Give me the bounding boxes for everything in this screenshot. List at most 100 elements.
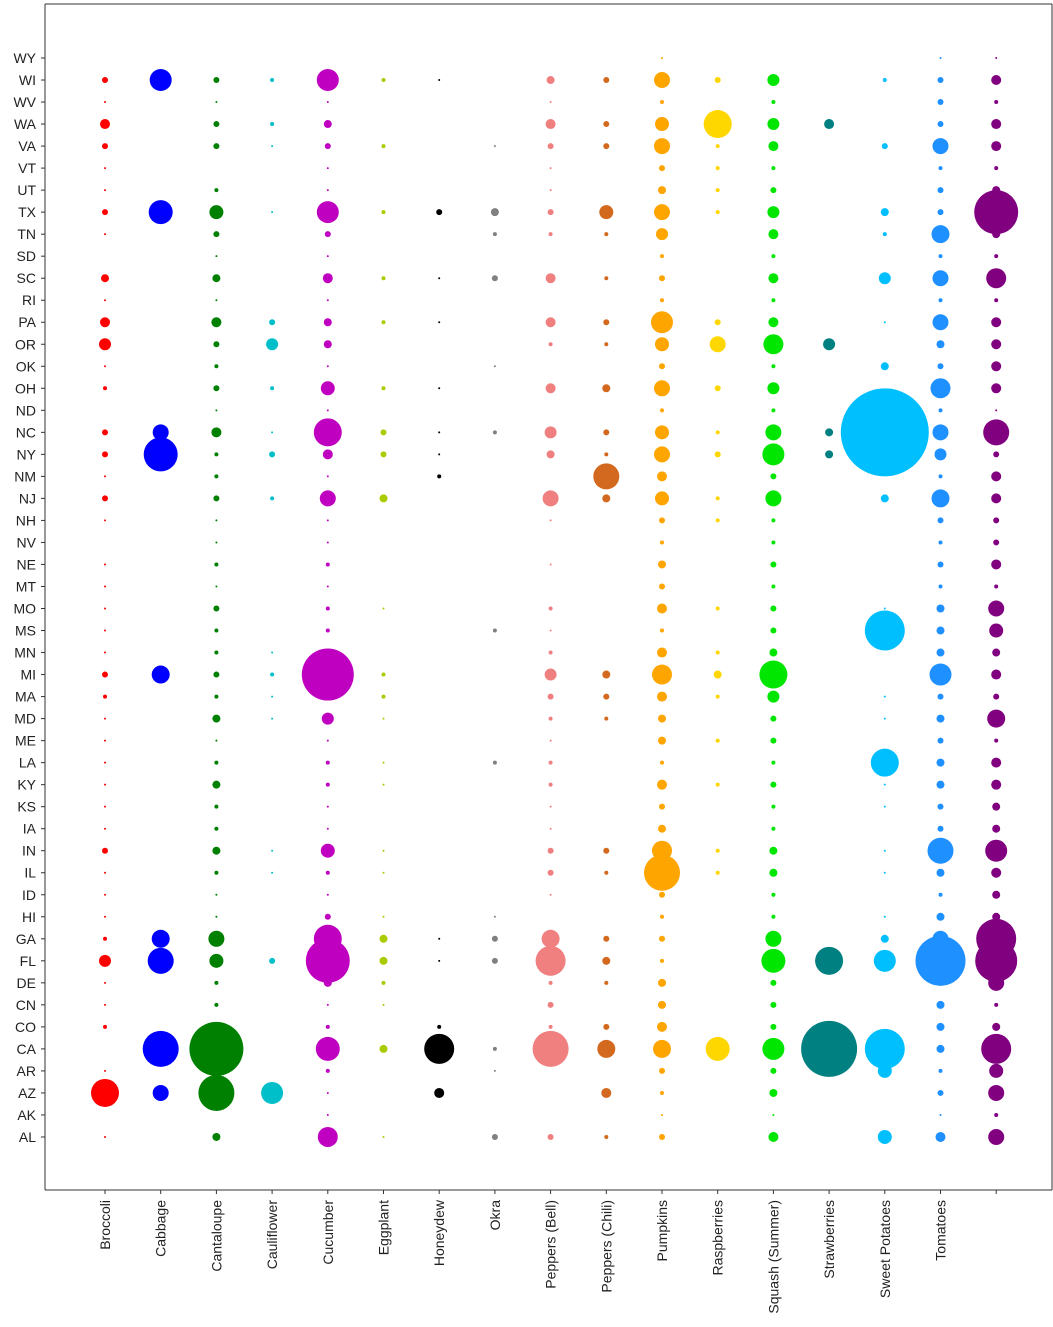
bubble-broccoli-nj	[102, 495, 108, 502]
bubble-peppers-chili-oh	[602, 384, 611, 393]
bubble-cauliflower-wa	[270, 122, 275, 127]
bubble-series-16-md	[987, 709, 1006, 728]
bubble-honeydew-ga	[438, 937, 441, 940]
bubble-cauliflower-nc	[271, 431, 274, 434]
bubble-peppers-chili-nj	[602, 494, 611, 503]
bubble-broccoli-vt	[104, 167, 106, 170]
bubble-okra-va	[493, 145, 496, 148]
y-tick-label-ri: RI	[22, 292, 36, 308]
bubble-tomatoes-mt	[938, 584, 943, 589]
bubble-tomatoes-va	[932, 138, 949, 155]
bubble-peppers-bell-md	[548, 716, 553, 721]
bubble-cucumber-ks	[326, 805, 329, 808]
bubble-cantaloupe-ut	[214, 188, 219, 193]
bubble-pumpkins-oh	[654, 380, 670, 397]
bubble-squash-summer-tx	[767, 206, 780, 219]
bubble-broccoli-ms	[104, 629, 106, 632]
bubble-peppers-bell-mi	[544, 668, 557, 681]
bubble-cucumber-md	[321, 712, 334, 725]
y-tick-label-oh: OH	[15, 380, 36, 396]
y-tick-label-in: IN	[22, 843, 36, 859]
bubble-cauliflower-mi	[270, 672, 275, 677]
bubble-cucumber-ri	[326, 299, 329, 302]
bubble-broccoli-tn	[104, 233, 106, 236]
bubble-pumpkins-ok	[659, 363, 665, 370]
bubble-series-16-ks	[992, 802, 1001, 811]
bubble-series-16-or	[991, 339, 1002, 350]
bubble-pumpkins-wv	[660, 100, 664, 105]
bubble-pumpkins-id	[659, 891, 665, 898]
bubble-tomatoes-ga	[932, 930, 949, 947]
bubble-squash-summer-wa	[767, 118, 780, 131]
bubble-pumpkins-ny	[654, 446, 670, 463]
bubble-cabbage-ny	[143, 437, 178, 472]
y-tick-label-wi: WI	[19, 72, 36, 88]
bubble-broccoli-sc	[101, 274, 109, 283]
bubble-tomatoes-tn	[931, 225, 950, 244]
bubble-raspberries-in	[715, 848, 720, 853]
bubble-squash-summer-al	[768, 1131, 779, 1142]
bubble-peppers-chili-wi	[603, 77, 610, 84]
bubble-squash-summer-fl	[761, 948, 786, 973]
bubble-pumpkins-ms	[660, 628, 664, 633]
bubble-tomatoes-ut	[937, 187, 944, 194]
bubble-eggplant-sc	[381, 276, 386, 281]
bubble-series-16-ut	[992, 186, 1001, 195]
bubble-squash-summer-md	[770, 715, 777, 722]
bubble-okra-tn	[492, 232, 497, 237]
bubble-peppers-bell-vt	[549, 167, 552, 170]
bubble-eggplant-va	[381, 144, 386, 149]
bubble-cabbage-wi	[149, 69, 172, 92]
bubble-tomatoes-az	[937, 1089, 944, 1096]
bubble-series-16-ma	[993, 693, 1000, 700]
bubble-tomatoes-mi	[929, 663, 952, 686]
bubble-series-16-sd	[994, 254, 999, 259]
bubble-honeydew-sc	[438, 277, 441, 280]
bubble-series-16-ia	[992, 824, 1001, 833]
bubble-series-16-mo	[988, 600, 1005, 617]
bubble-series-16-az	[988, 1084, 1005, 1101]
bubble-broccoli-tx	[102, 209, 108, 216]
y-tick-label-az: AZ	[18, 1085, 36, 1101]
bubble-squash-summer-mi	[759, 660, 788, 689]
y-tick-label-vt: VT	[18, 160, 36, 176]
bubble-broccoli-wi	[102, 77, 108, 84]
y-tick-label-hi: HI	[22, 909, 36, 925]
bubble-cucumber-or	[323, 340, 332, 349]
bubble-tomatoes-pa	[932, 314, 949, 331]
y-tick-label-ga: GA	[16, 931, 37, 947]
bubble-strawberries-nc	[825, 428, 834, 437]
bubble-cucumber-la	[325, 760, 330, 765]
bubble-tomatoes-nh	[937, 517, 944, 524]
bubble-cantaloupe-az	[198, 1074, 235, 1111]
bubble-cantaloupe-pa	[211, 317, 222, 328]
bubble-peppers-chili-ga	[603, 935, 610, 942]
bubble-tomatoes-ak	[939, 1113, 942, 1116]
bubble-squash-summer-ia	[771, 826, 776, 831]
bubble-tomatoes-mn	[936, 648, 945, 657]
bubble-cucumber-mt	[326, 585, 329, 588]
bubble-pumpkins-mt	[659, 583, 665, 590]
bubble-sweet-potatoes-pa	[883, 321, 886, 324]
y-tick-label-tx: TX	[18, 204, 37, 220]
bubble-peppers-bell-nj	[542, 490, 559, 507]
y-tick-label-wv: WV	[13, 94, 36, 110]
bubble-peppers-chili-al	[604, 1134, 609, 1139]
bubble-peppers-bell-sc	[545, 273, 556, 284]
y-tick-label-sc: SC	[17, 270, 36, 286]
bubble-tomatoes-cn	[936, 1000, 945, 1009]
bubble-series-16-ri	[994, 298, 999, 303]
bubble-broccoli-ga	[103, 936, 107, 941]
bubble-cucumber-tn	[324, 231, 331, 238]
bubble-series-16-in	[985, 839, 1008, 862]
bubble-series-16-ny	[993, 451, 1000, 458]
bubble-eggplant-ky	[382, 783, 385, 786]
bubble-peppers-bell-de	[548, 980, 553, 985]
bubble-squash-summer-pa	[768, 317, 779, 328]
bubble-okra-sc	[491, 275, 498, 282]
bubble-series-16-wy	[995, 57, 998, 59]
bubble-tomatoes-id	[938, 892, 943, 897]
bubble-squash-summer-mo	[770, 605, 777, 612]
bubble-pumpkins-ga	[659, 935, 665, 942]
bubble-cucumber-nh	[326, 519, 329, 522]
